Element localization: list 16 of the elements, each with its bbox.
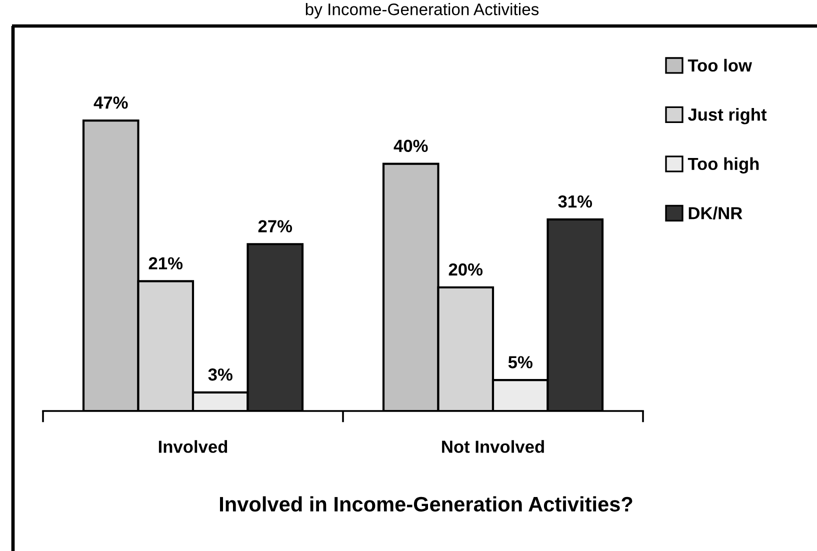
data-label: 5% <box>508 356 532 368</box>
legend-label: Too low <box>688 58 752 72</box>
legend-label: DK/NR <box>688 206 742 220</box>
x-tick-label: Not Involved <box>442 440 544 453</box>
data-label: 31% <box>558 195 592 208</box>
data-label: 40% <box>394 140 428 152</box>
x-tick-label: Involved <box>158 440 228 453</box>
legend-label: Too high <box>688 157 759 174</box>
data-label: 20% <box>448 263 483 276</box>
x-axis-title: Involved in Income-Generation Activities? <box>220 496 632 512</box>
chart-title: by Income-Generation Activities <box>306 3 539 19</box>
data-label: 21% <box>148 257 183 270</box>
data-label: 27% <box>258 220 292 232</box>
legend-label: Just right <box>688 108 767 124</box>
data-label: 47% <box>94 96 128 109</box>
data-label: 3% <box>208 368 232 381</box>
